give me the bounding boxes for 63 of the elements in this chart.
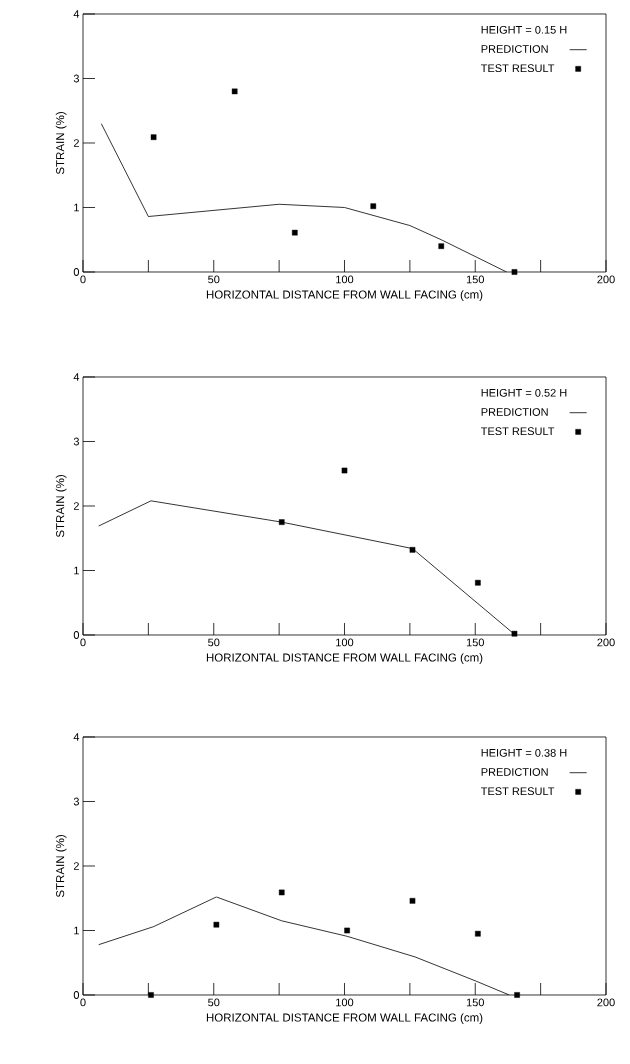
point <box>344 927 350 934</box>
x-tick-label: 100 <box>336 275 354 284</box>
y-tick-label: 2 <box>73 139 79 147</box>
point <box>148 992 154 998</box>
y-tick-label: 0 <box>73 631 80 639</box>
legend-label: PREDICTION <box>481 45 548 53</box>
y-tick-label: 2 <box>73 862 79 870</box>
legend-label: TEST RESULT <box>480 787 555 796</box>
y-tick-label: 1 <box>74 566 79 575</box>
x-axis-title: HORIZONTAL DISTANCE FROM WALL FACING (cm) <box>206 653 483 664</box>
x-tick-label: 150 <box>466 275 484 284</box>
legend-title: HEIGHT = 0.38 H <box>481 748 567 757</box>
legend-label: TEST RESULT <box>480 427 555 436</box>
point <box>370 203 377 209</box>
point <box>511 630 518 637</box>
x-tick-label: 200 <box>597 275 615 284</box>
x-tick-label: 0 <box>80 638 86 647</box>
y-tick-label: 4 <box>73 733 80 741</box>
y-axis-title: STRAIN (%) <box>55 112 67 175</box>
y-tick-label: 3 <box>73 437 79 446</box>
point <box>438 243 445 249</box>
point <box>341 467 348 474</box>
x-tick-label: 0 <box>80 998 86 1007</box>
x-tick-label: 0 <box>80 275 86 284</box>
x-tick-label: 150 <box>466 998 484 1007</box>
y-tick-label: 2 <box>73 502 79 510</box>
x-tick-label: 150 <box>466 638 484 647</box>
point <box>150 134 157 140</box>
legend-title: HEIGHT = 0.15 H <box>481 25 567 34</box>
legend-label: TEST RESULT <box>480 64 555 73</box>
x-tick-label: 100 <box>336 998 354 1007</box>
legend-title: HEIGHT = 0.52 H <box>481 388 567 397</box>
x-axis-title: HORIZONTAL DISTANCE FROM WALL FACING (cm) <box>206 1013 483 1024</box>
point <box>475 930 481 937</box>
y-tick-label: 4 <box>73 10 80 18</box>
legend-label: PREDICTION <box>481 768 548 776</box>
point <box>278 519 285 525</box>
y-tick-label: 1 <box>74 926 79 935</box>
y-tick-label: 1 <box>74 203 79 212</box>
x-tick-label: 50 <box>208 998 220 1007</box>
y-axis-title: STRAIN (%) <box>55 475 67 538</box>
x-tick-label: 200 <box>597 638 615 647</box>
x-tick-label: 50 <box>208 638 220 647</box>
legend-label: PREDICTION <box>481 408 548 416</box>
x-tick-label: 50 <box>208 275 220 284</box>
point <box>475 579 481 586</box>
point <box>409 898 416 904</box>
x-tick-label: 200 <box>597 998 615 1007</box>
point <box>511 269 518 275</box>
point <box>409 547 416 553</box>
point <box>514 992 520 998</box>
y-tick-label: 0 <box>73 268 80 276</box>
y-tick-label: 4 <box>73 373 80 381</box>
y-tick-label: 3 <box>73 797 79 806</box>
y-axis-title: STRAIN (%) <box>55 835 67 898</box>
x-axis-title: HORIZONTAL DISTANCE FROM WALL FACING (cm) <box>206 290 483 301</box>
point <box>213 921 220 928</box>
point <box>278 889 285 896</box>
y-tick-label: 3 <box>73 74 79 83</box>
x-tick-label: 100 <box>336 638 354 647</box>
y-tick-label: 0 <box>73 991 80 999</box>
point <box>292 229 298 236</box>
point <box>231 88 238 95</box>
